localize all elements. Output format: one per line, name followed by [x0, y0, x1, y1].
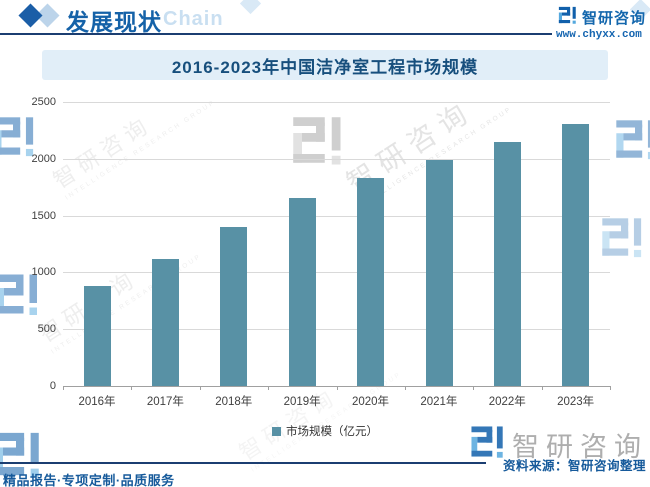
x-axis-tick [541, 386, 543, 390]
bar-chart-plot-area [63, 102, 610, 387]
header-diamond-dark-icon [18, 3, 43, 28]
y-axis-label-1000: 1000 [31, 266, 56, 279]
chart-legend: 市场规模（亿元） [0, 423, 650, 439]
bar-2022年 [493, 142, 521, 386]
x-axis-tick [336, 386, 338, 390]
x-axis-tick [404, 386, 406, 390]
brand-logo-icon [557, 5, 577, 30]
bar-2023年 [562, 123, 590, 386]
x-axis-tick [610, 386, 611, 390]
legend-swatch [272, 426, 281, 436]
brand-logo-icon [468, 423, 505, 465]
gridline-2000 [63, 158, 610, 160]
header-divider [0, 33, 552, 35]
x-axis-label-2017年: 2017年 [146, 396, 184, 408]
brand-logo-top: 智研咨询 [557, 5, 646, 30]
footer-tagline: 精品报告·专项定制·品质服务 [3, 473, 175, 487]
gridline-1500 [63, 215, 610, 217]
x-axis-label-2023年: 2023年 [557, 396, 595, 408]
bar-2019年 [288, 198, 316, 386]
x-axis-label-2022年: 2022年 [488, 396, 526, 408]
bar-2020年 [357, 177, 385, 386]
gridline-2500 [63, 102, 610, 103]
x-axis-label-2016年: 2016年 [78, 396, 116, 408]
x-axis-label-2019年: 2019年 [283, 396, 321, 408]
section-title: 发展现状 [66, 9, 162, 35]
legend-label: 市场规模（亿元） [286, 426, 378, 438]
x-axis-label-2018年: 2018年 [215, 396, 253, 408]
data-source-note: 资料来源：智研咨询整理 [502, 459, 646, 473]
y-axis-label-2000: 2000 [31, 152, 56, 165]
gridline-500 [63, 329, 610, 331]
x-axis-tick [268, 386, 270, 390]
x-axis-label-2021年: 2021年 [420, 396, 458, 408]
brand-watermark-text: 智研咨询 INTELLIGENCE RESEARCH GROUP [232, 371, 410, 480]
x-axis-tick [473, 386, 475, 390]
bar-2021年 [425, 159, 453, 386]
brand-name: 智研咨询 [582, 10, 647, 27]
chart-title-banner: 2016-2023年中国洁净室工程市场规模 [42, 50, 608, 80]
y-axis-label-2500: 2500 [31, 96, 56, 108]
decor-diamond-watermark [239, 0, 262, 15]
y-axis-label-500: 500 [37, 323, 56, 336]
x-axis-tick [131, 386, 133, 390]
brand-name-gray: 智研咨询 [512, 431, 648, 462]
bar-2017年 [152, 258, 180, 386]
website-link[interactable]: www.chyxx.com [556, 29, 642, 41]
chart-title: 2016-2023年中国洁净室工程市场规模 [171, 57, 479, 77]
header-background-word: Chain [163, 8, 224, 30]
brand-watermark-icon [612, 116, 650, 167]
y-axis-label-1500: 1500 [31, 209, 56, 222]
footer-divider [0, 462, 486, 464]
x-axis-tick [199, 386, 201, 390]
y-axis-label-0: 0 [49, 380, 56, 392]
bar-2016年 [83, 286, 111, 386]
x-axis-label-2020年: 2020年 [351, 396, 390, 408]
x-axis-tick [63, 386, 64, 390]
gridline-1000 [63, 272, 610, 274]
bar-2018年 [220, 226, 248, 386]
brand-logo-bottom: 智研咨询 [468, 423, 648, 465]
